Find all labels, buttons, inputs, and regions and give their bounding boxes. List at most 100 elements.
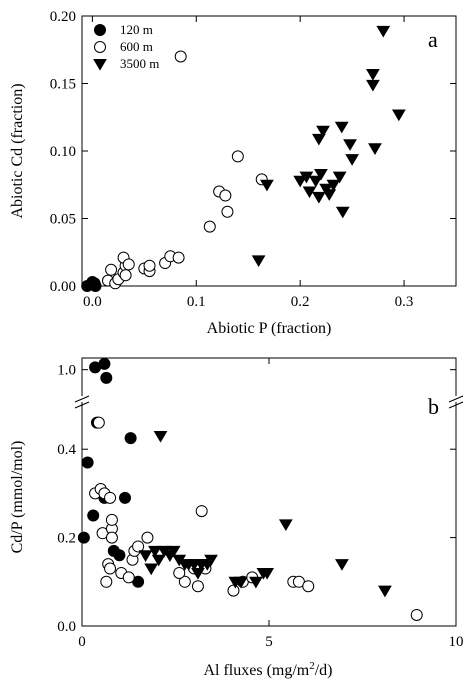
- panel-b-point: [227, 584, 240, 597]
- panel-b-point: [122, 571, 135, 584]
- panel-a-point: [322, 189, 337, 201]
- legend-entry-label: 3500 m: [120, 56, 159, 71]
- panel-a-y-tick-label: 0.15: [50, 77, 76, 93]
- panel-b-ticks: 0 5 10 0.0 0.2 0.4 1.0: [57, 358, 464, 650]
- panel-b-point: [113, 549, 126, 562]
- panel-a-point: [251, 255, 266, 268]
- panel-b-point: [378, 585, 392, 598]
- panel-b-point: [335, 559, 349, 571]
- panel-a-point: [221, 205, 234, 218]
- panel-b-point: [81, 456, 94, 469]
- y-axis-break-right: [448, 395, 464, 409]
- y-axis-break-left: [74, 395, 90, 409]
- panel-b-point: [153, 430, 168, 443]
- panel-a-point: [231, 150, 244, 163]
- panel-a-x-tick-label: 0.3: [395, 294, 414, 310]
- panel-a-point: [345, 154, 359, 166]
- panel-a-legend: 120 m 600 m 3500 m: [93, 22, 159, 71]
- panel-a-y-axis-title: Abiotic Cd (fraction): [9, 83, 26, 218]
- panel-a-point: [335, 206, 350, 219]
- panel-b-point: [132, 540, 145, 553]
- panel-b-point: [278, 519, 293, 532]
- panel-a-y-tick-label: 0.05: [50, 212, 76, 228]
- panel-b-point: [144, 563, 159, 576]
- panel-a-point: [308, 175, 323, 188]
- panel-b-point: [100, 371, 113, 384]
- panel-b-point: [87, 509, 100, 522]
- panel-b-point: [141, 531, 154, 544]
- panel-b-label: b: [428, 394, 439, 419]
- panel-a-x-tick-label: 0.0: [83, 294, 102, 310]
- panel-b-point: [178, 575, 191, 588]
- panel-a-point: [326, 179, 341, 192]
- panel-a-point: [119, 269, 132, 282]
- panel-a-points: [81, 25, 406, 292]
- panel-b-point: [302, 580, 315, 593]
- panel-b-y-tick-label: 0.2: [57, 531, 76, 547]
- panel-a-point: [86, 275, 99, 288]
- panel-b-point: [104, 491, 117, 504]
- panel-a-x-axis-title: Abiotic P (fraction): [207, 320, 332, 337]
- panel-a-point: [376, 25, 391, 38]
- panel-a-point: [293, 175, 308, 188]
- panel-b-point: [105, 531, 118, 544]
- panel-b-x-tick-label: 0: [78, 634, 86, 650]
- panel-b-point: [195, 505, 208, 518]
- panel-a-point: [122, 258, 135, 271]
- panel-a-point: [143, 259, 156, 272]
- panel-a: a Abiotic P (fraction) Abiotic Cd (fract…: [9, 9, 457, 337]
- legend-marker: [94, 24, 106, 36]
- panel-b-x-axis-title: Al fluxes (mg/m2/d): [203, 660, 332, 679]
- panel-a-point: [311, 191, 326, 204]
- panel-a-point: [105, 263, 118, 276]
- panel-a-point: [311, 133, 326, 146]
- panel-a-point: [332, 171, 347, 184]
- panel-b-point: [191, 567, 205, 580]
- panel-a-point: [391, 109, 406, 122]
- panel-b-point: [166, 545, 181, 558]
- panel-b-y-tick-label: 0.4: [57, 442, 76, 458]
- panel-b-point: [410, 608, 423, 621]
- panel-b-point: [119, 491, 132, 504]
- panel-a-point: [219, 189, 232, 202]
- panel-b-x-tick-label: 5: [265, 634, 273, 650]
- panel-b-y-tick-label: 1.0: [57, 363, 76, 379]
- panel-a-x-tick-label: 0.2: [291, 294, 310, 310]
- panel-b-points: [77, 357, 423, 621]
- panel-a-point: [172, 251, 185, 264]
- panel-a-point: [314, 168, 328, 181]
- panel-a-point: [203, 220, 216, 233]
- panel-b-point: [151, 554, 166, 567]
- panel-a-point: [343, 139, 357, 151]
- panel-a-point: [368, 143, 382, 155]
- panel-a-y-tick-label: 0.00: [50, 279, 76, 295]
- panel-a-y-tick-label: 0.20: [50, 9, 76, 25]
- panel-a-point: [174, 50, 187, 63]
- panel-a-point: [260, 179, 274, 192]
- panel-b-point: [249, 576, 263, 589]
- panel-b-point: [105, 513, 118, 526]
- legend-entry-label: 120 m: [120, 22, 153, 37]
- panel-a-point: [366, 79, 380, 92]
- panel-b-point: [191, 580, 204, 593]
- panel-b-point: [98, 357, 111, 370]
- panel-b-point: [92, 416, 105, 429]
- panel-a-point: [334, 121, 349, 134]
- panel-b-point: [77, 531, 90, 544]
- panel-a-point: [316, 125, 330, 138]
- panel-b-point: [104, 562, 117, 575]
- panel-b-point: [204, 554, 218, 567]
- panel-b: b Al fluxes (mg/m2/d) Cd/P (mmol/mol) 0 5…: [9, 357, 464, 679]
- panel-b-point: [173, 566, 186, 579]
- panel-b-point: [234, 576, 248, 589]
- panel-a-point: [366, 69, 380, 81]
- panel-a-ticks: 0.0 0.1 0.2 0.3 0.00 0.05 0.10 0.15 0.20: [50, 9, 456, 310]
- panel-b-y-tick-label: 0.0: [57, 619, 76, 635]
- panel-a-x-tick-label: 0.1: [187, 294, 206, 310]
- panel-b-point: [138, 550, 153, 562]
- panel-b-point: [148, 545, 162, 558]
- panel-b-point: [100, 575, 113, 588]
- panel-b-point: [124, 432, 137, 445]
- panel-b-x-tick-label: 10: [449, 634, 464, 650]
- panel-b-y-axis-title: Cd/P (mmol/mol): [9, 441, 26, 554]
